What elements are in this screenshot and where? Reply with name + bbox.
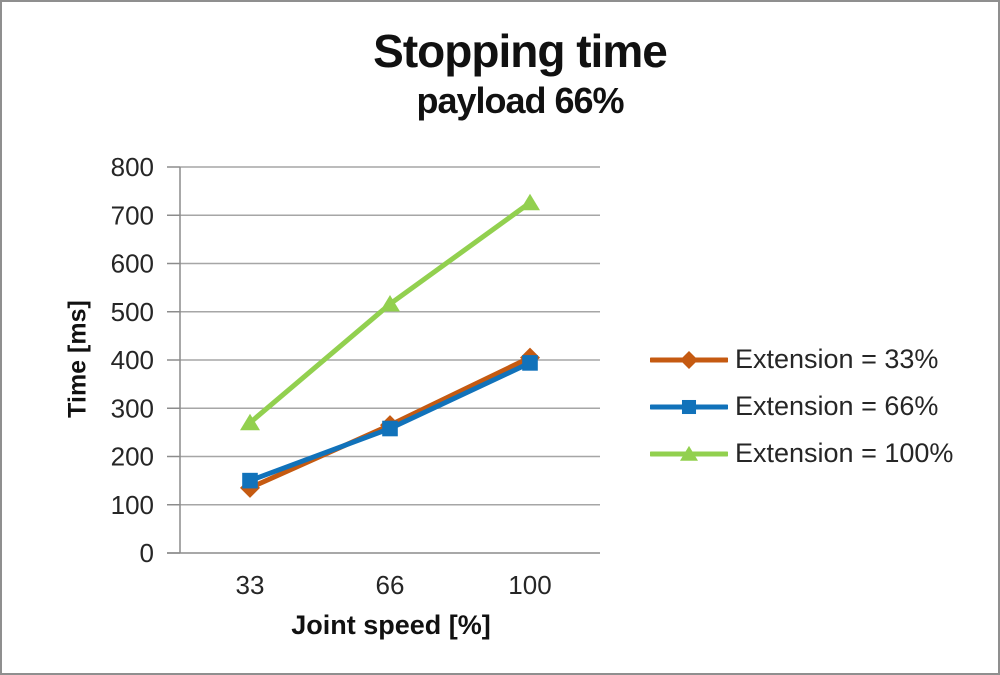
y-tick-label: 0 [140,538,154,568]
y-tick-label: 400 [111,345,154,375]
y-tick-label: 100 [111,490,154,520]
series-line [247,200,533,426]
y-tick-label: 200 [111,442,154,472]
series-marker-square [522,355,538,371]
x-tick-label: 66 [376,570,405,600]
legend-item: Extension = 33% [650,336,953,383]
chart-title: Stopping time [373,25,668,77]
legend-label: Extension = 33% [735,344,939,374]
series-marker-square [242,472,258,489]
chart-subtitle: payload 66% [416,80,624,121]
legend-diamond-marker-icon [650,350,728,369]
legend-label: Extension = 66% [735,391,939,421]
y-tick-label: 300 [111,393,154,423]
y-tick-label: 600 [111,249,154,279]
x-tick-label: 100 [508,570,551,600]
x-axis-title: Joint speed [%] [291,610,491,640]
series-marker-triangle [520,193,540,211]
y-axis-title: Time [ms] [63,300,92,418]
series-marker-triangle [680,445,698,461]
series-marker-triangle [240,413,260,431]
series-marker-square [681,399,697,414]
series-marker-diamond [680,350,698,369]
y-tick-label: 700 [111,200,154,230]
legend: Extension = 33% Extension = 66% Extensio… [650,336,953,477]
legend-label: Extension = 100% [735,438,954,468]
legend-triangle-marker-icon [650,445,728,461]
y-tick-label: 800 [111,152,154,182]
x-tick-label: 33 [236,570,265,600]
series-marker-triangle [380,295,400,312]
series-marker-square [382,420,398,437]
legend-item: Extension = 66% [650,383,953,430]
legend-item: Extension = 100% [650,430,953,477]
y-tick-label: 500 [111,297,154,327]
legend-square-marker-icon [650,399,728,414]
